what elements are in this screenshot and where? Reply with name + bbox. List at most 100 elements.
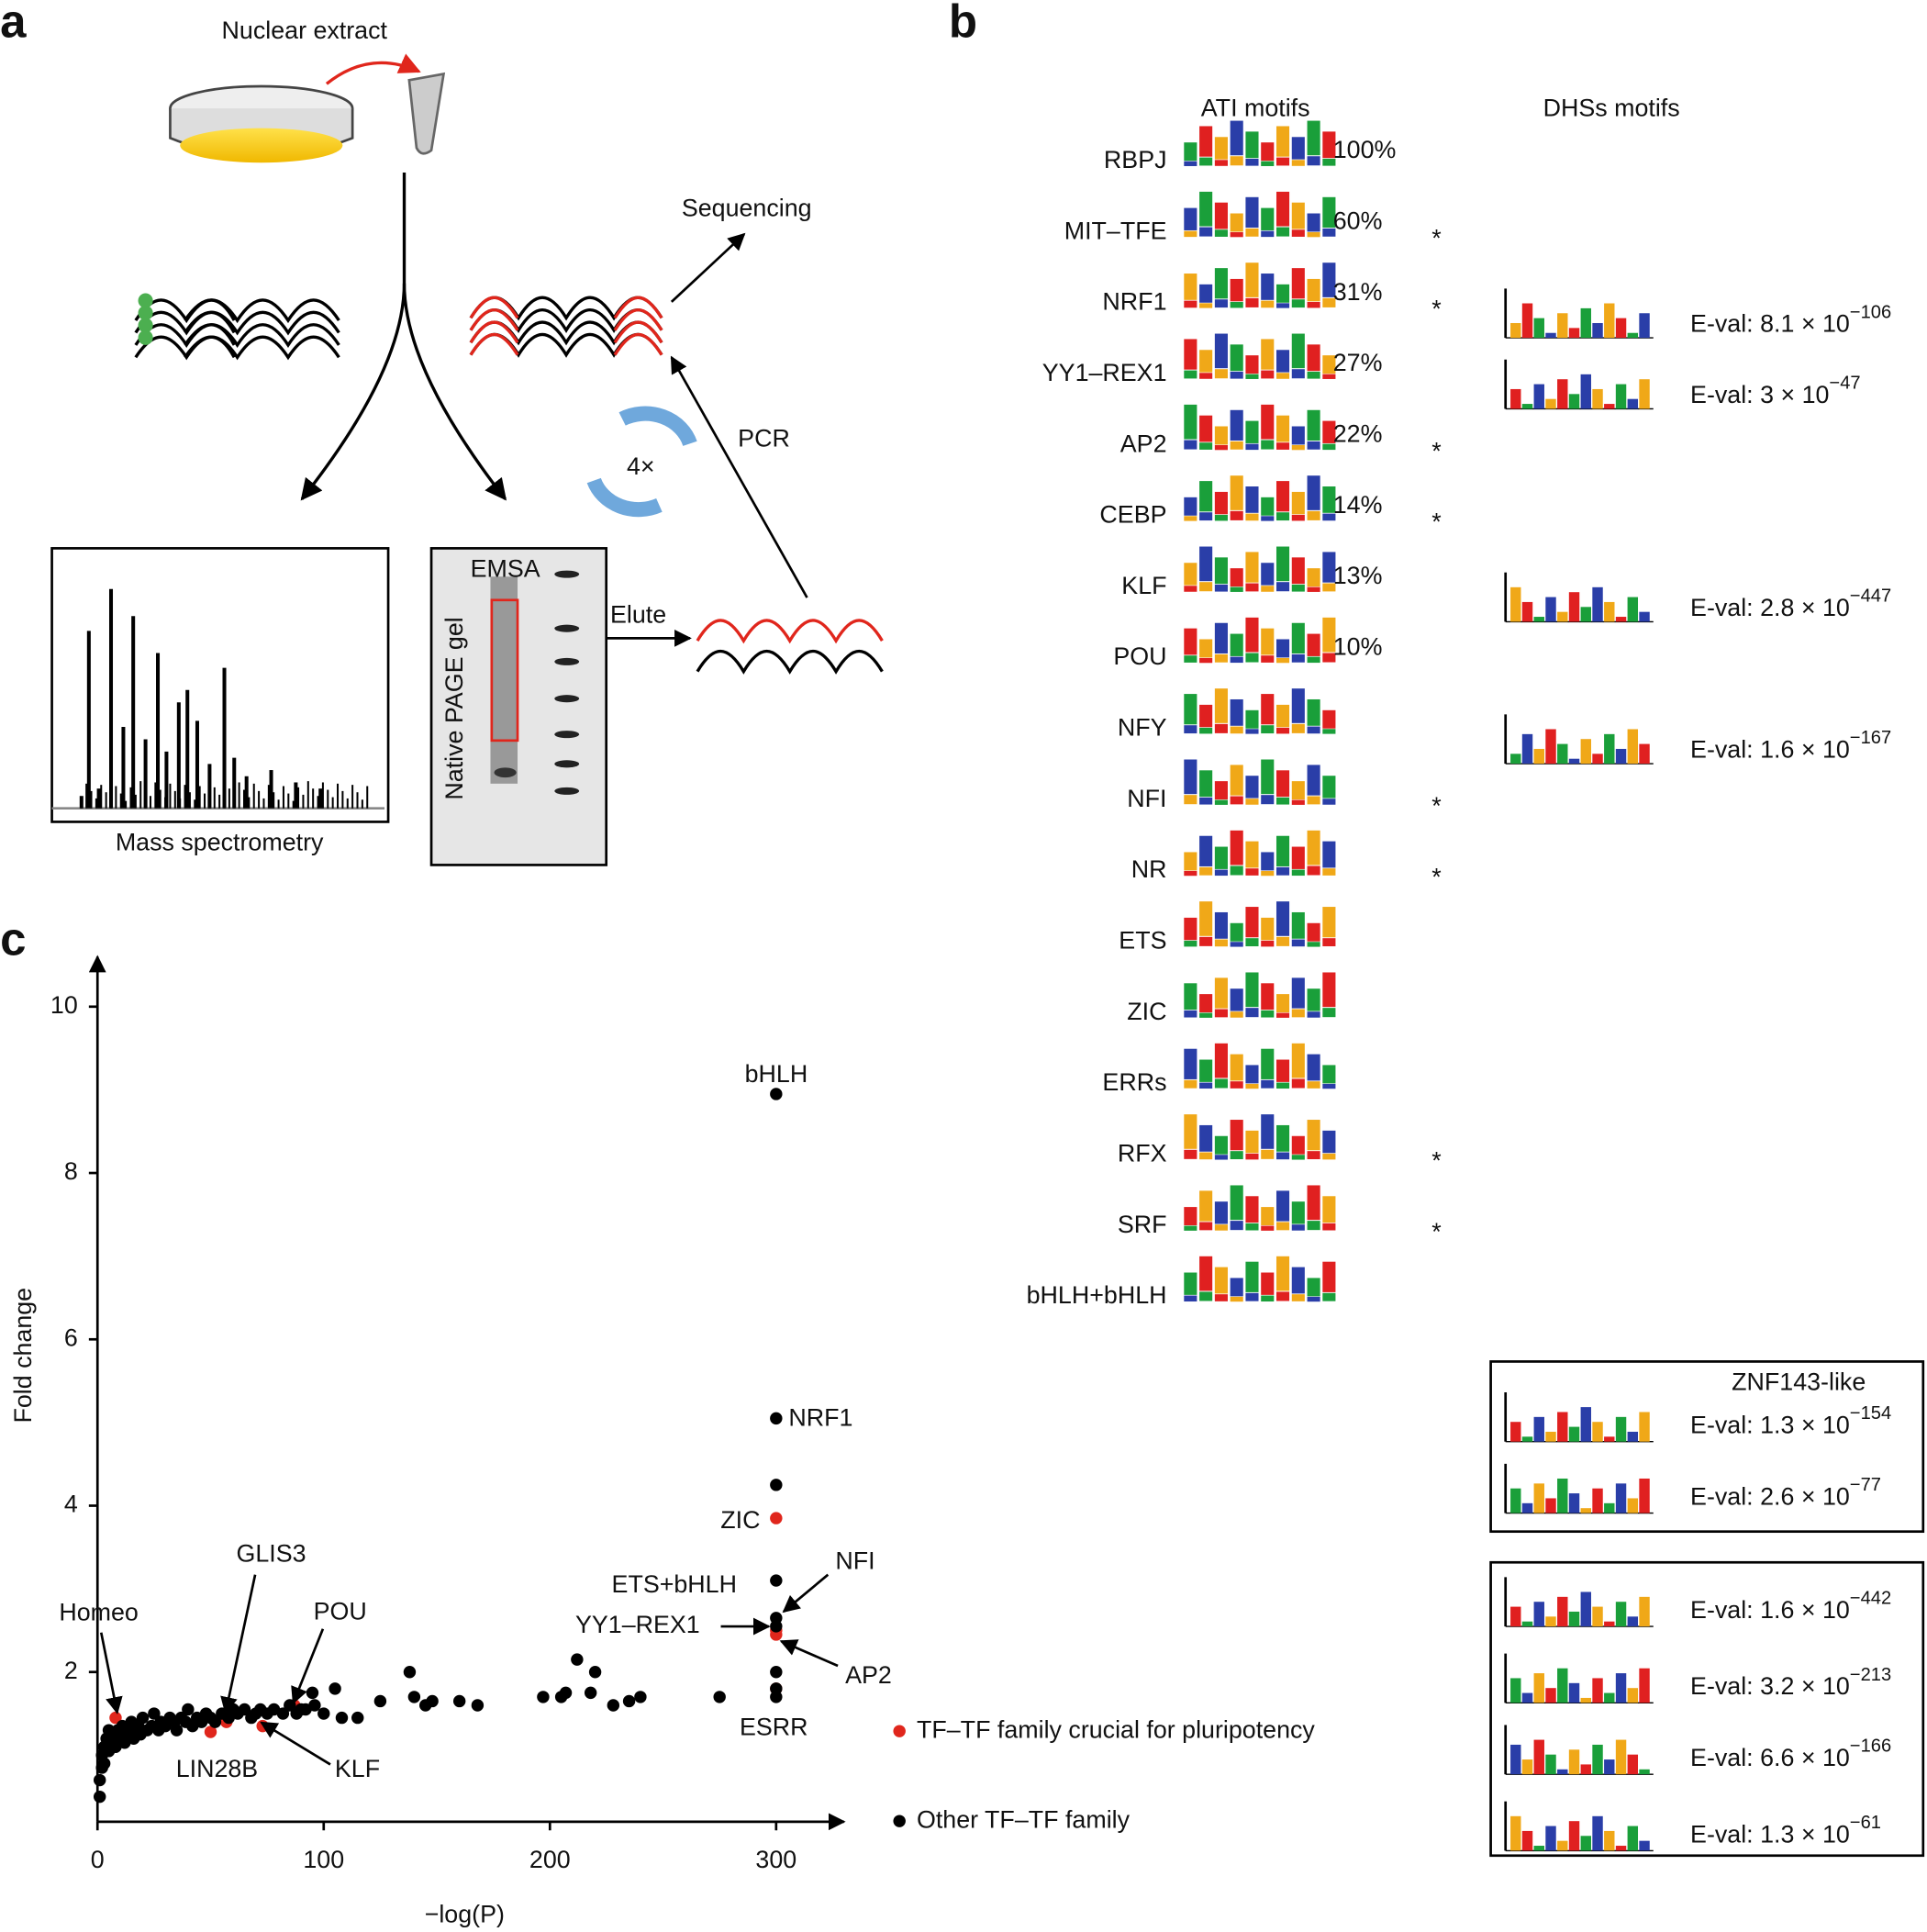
significance-star: * (1431, 437, 1442, 464)
e-value-text: E-val: 6.6 × 10 (1690, 1744, 1850, 1771)
logo-letter (1592, 1744, 1603, 1775)
logo-letter (1580, 1591, 1591, 1627)
logo-letter (1322, 617, 1336, 653)
logo-letter (1230, 1120, 1243, 1151)
logo-letter (1275, 481, 1290, 512)
logo-letter (1521, 1436, 1533, 1442)
logo-letter (1230, 1296, 1243, 1302)
logo-letter (1184, 628, 1197, 655)
data-point (588, 1666, 602, 1679)
motif-name: ETS (1119, 927, 1166, 955)
logo-letter (1230, 830, 1243, 865)
logo-letter (1184, 274, 1197, 300)
logo-letter (1627, 597, 1639, 622)
significance-star: * (1431, 1147, 1442, 1175)
data-point (204, 1725, 217, 1738)
arrow (300, 172, 407, 501)
annotation: ESRR (740, 1714, 808, 1741)
logo-letter (1307, 586, 1320, 592)
logo-letter (1214, 1078, 1228, 1089)
logo-letter (1307, 510, 1320, 520)
motif-percent: 22% (1333, 420, 1383, 448)
logo-letter (1245, 1261, 1259, 1292)
label: PCR (738, 424, 790, 452)
logo-letter (1261, 870, 1275, 877)
arrow (670, 232, 746, 303)
data-point (407, 1691, 421, 1703)
logo-letter (1291, 333, 1305, 369)
biotin (138, 305, 153, 321)
logo-letter (1214, 781, 1228, 800)
logo-letter (1510, 388, 1521, 409)
annotation: ETS+bHLH (612, 1570, 737, 1598)
logo-letter (1261, 852, 1275, 871)
motif-name: AP2 (1120, 430, 1167, 457)
legend-label: TF–TF family crucial for pluripotency (917, 1715, 1315, 1743)
logo-letter (1545, 1498, 1556, 1513)
logo-letter (1557, 313, 1568, 339)
e-value-text: E-val: 2.6 × 10 (1690, 1483, 1850, 1511)
logo-letter (1322, 1083, 1336, 1089)
logo-letter (1199, 835, 1213, 866)
significance-star: * (1431, 224, 1442, 251)
data-point (308, 1699, 321, 1712)
logo-letter (1199, 1012, 1213, 1018)
logo-letter (1533, 1846, 1544, 1851)
logo-letter (1533, 617, 1544, 622)
logo-letter (1307, 698, 1320, 726)
logo-letter (1184, 207, 1197, 230)
logo-letter (1322, 262, 1336, 297)
logo-letter (1568, 1426, 1580, 1442)
logo-letter (1275, 994, 1290, 1013)
logo-letter (1521, 733, 1533, 765)
data-point (452, 1694, 466, 1708)
logo-letter (1184, 1272, 1197, 1295)
dna-end (184, 298, 236, 321)
logo-letter (1568, 394, 1580, 409)
logo-letter (1184, 1079, 1197, 1089)
e-value: E-val: 1.6 × 10−167 (1690, 729, 1891, 764)
e-value: E-val: 3.2 × 10−213 (1690, 1665, 1891, 1700)
logo-letter (1230, 1151, 1243, 1160)
data-point (329, 1682, 341, 1695)
e-value-text: E-val: 3.2 × 10 (1690, 1672, 1850, 1700)
logo-letter (1627, 1826, 1639, 1851)
logo-letter (1322, 420, 1336, 443)
arrow (325, 53, 421, 85)
logo-letter (1184, 300, 1197, 308)
logo-letter (1322, 1261, 1336, 1292)
logo-letter (1245, 729, 1259, 734)
logo-letter (1184, 142, 1197, 162)
logo-letter (1214, 491, 1228, 515)
biotin (138, 329, 153, 345)
logo-letter (1545, 332, 1556, 339)
logo-letter (1639, 1478, 1650, 1513)
logo-letter (1322, 798, 1336, 805)
logo-letter (1245, 798, 1259, 805)
logo-letter (1322, 158, 1336, 166)
data-point (770, 1620, 783, 1633)
data-point (295, 1703, 307, 1716)
cycle-arrow (618, 406, 697, 447)
logo-letter (1291, 426, 1305, 445)
logo-letter (1261, 516, 1275, 521)
e-value: E-val: 1.6 × 10−442 (1690, 1589, 1891, 1624)
e-value-text: E-val: 8.1 × 10 (1690, 310, 1850, 338)
logo-letter (1214, 911, 1228, 939)
logo-letter (1545, 729, 1556, 765)
annotation: Homeo (59, 1599, 138, 1626)
cycle-arrow (586, 477, 663, 518)
logo-letter (1214, 688, 1228, 723)
logo-letter (1627, 1431, 1639, 1442)
logo-letter (1510, 1744, 1521, 1775)
e-value: E-val: 1.3 × 10−154 (1690, 1403, 1891, 1438)
logo-letter (1533, 1416, 1544, 1442)
logo-letter (1214, 426, 1228, 445)
e-value-exponent: −154 (1850, 1403, 1891, 1424)
logo-letter (1245, 513, 1259, 521)
gel-band (494, 767, 517, 778)
logo-letter (1184, 870, 1197, 877)
significance-star: * (1431, 1218, 1442, 1245)
data-point (537, 1691, 550, 1703)
